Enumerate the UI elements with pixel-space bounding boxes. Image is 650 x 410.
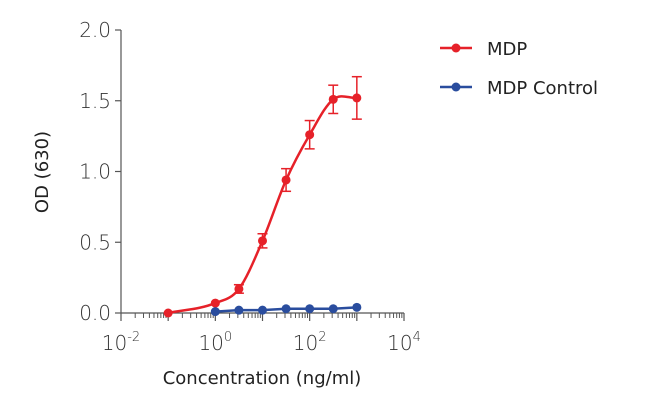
data-point (328, 304, 338, 314)
data-point (352, 93, 362, 103)
data-point (258, 305, 267, 315)
series-line (167, 95, 357, 315)
x-axis-title: Concentration (ng/ml) (163, 368, 362, 389)
data-point (210, 298, 220, 308)
data-point (234, 305, 244, 315)
data-point (258, 236, 267, 246)
y-tick-label: 1.0 (79, 160, 111, 184)
x-tick-label: 10-2 (102, 330, 140, 355)
y-tick-label: 0.0 (79, 301, 111, 325)
y-axis-title: OD (630) (32, 131, 53, 213)
legend-label-mdp-control: MDP Control (487, 78, 598, 99)
x-tick-label: 100 (198, 330, 232, 355)
y-tick-label: 0.5 (79, 230, 111, 254)
axes: 0.0 0.5 1.0 1.5 2.0 10-2 100 102 104 (79, 18, 421, 355)
plot-marks (163, 75, 362, 318)
legend-marker-mdp (451, 43, 461, 53)
data-point (234, 284, 244, 294)
series-mdp-control (210, 302, 362, 317)
data-point (281, 175, 291, 185)
data-point (210, 307, 220, 317)
data-point (163, 308, 173, 318)
y-tick-label: 2.0 (79, 18, 111, 42)
x-tick-label: 102 (293, 330, 327, 355)
legend-item-mdp: MDP (440, 39, 527, 60)
data-point (305, 304, 315, 314)
data-point (328, 94, 338, 104)
legend-item-mdp-control: MDP Control (440, 78, 598, 99)
legend-marker-mdp-control (451, 82, 461, 92)
series-mdp (163, 75, 362, 318)
x-tick-label: 104 (387, 330, 421, 355)
data-point (281, 304, 291, 314)
legend: MDP MDP Control (440, 39, 598, 99)
data-point (352, 302, 362, 312)
data-point (305, 130, 315, 140)
legend-label-mdp: MDP (487, 39, 527, 60)
y-tick-label: 1.5 (79, 89, 111, 113)
